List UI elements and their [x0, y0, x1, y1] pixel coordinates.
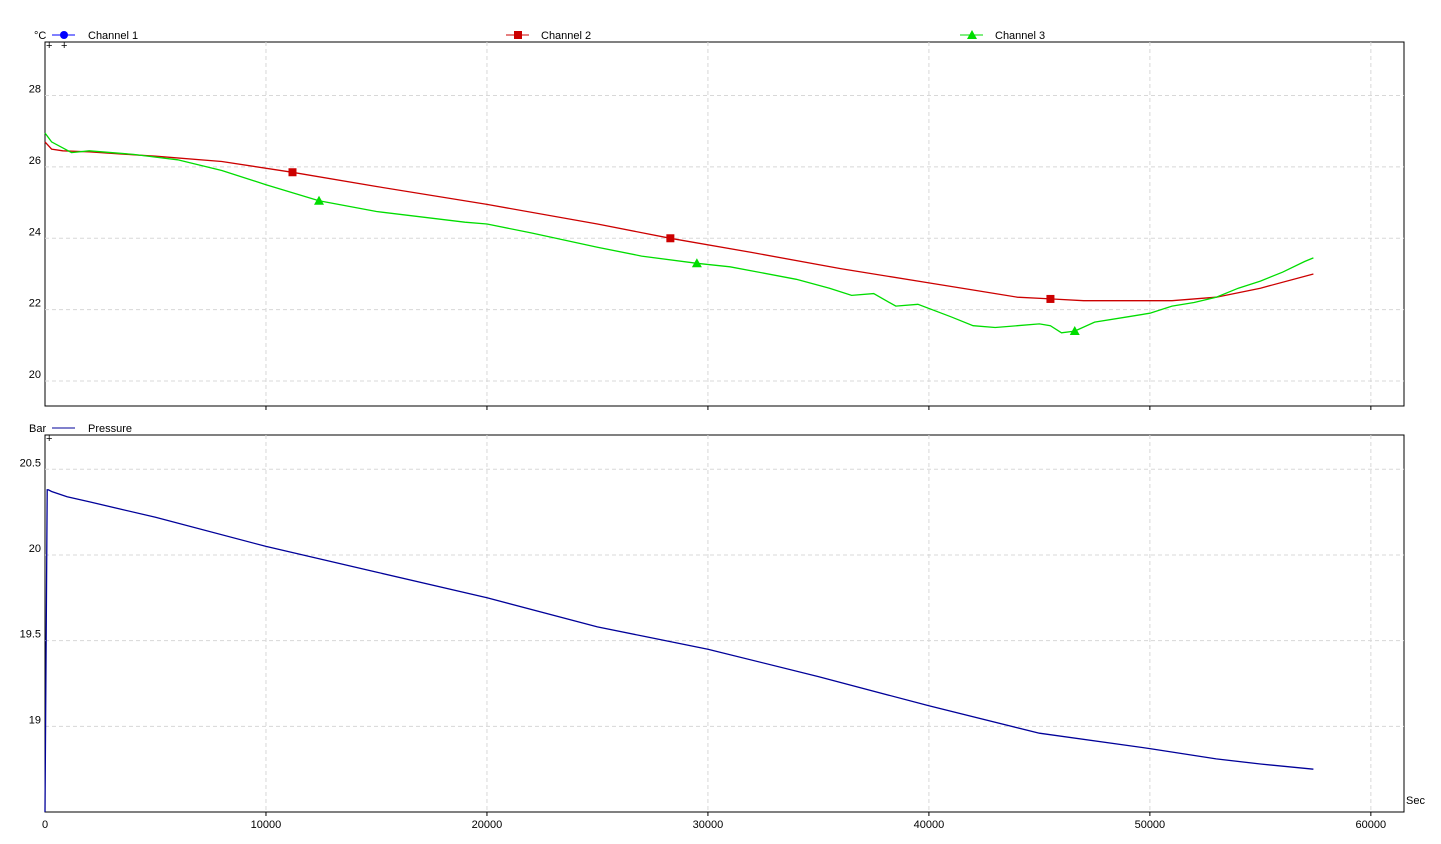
data-marker-channel-3 [691, 258, 702, 268]
x-tick-label: 10000 [251, 819, 282, 831]
x-tick-label: 30000 [693, 819, 724, 831]
data-marker-channel-3 [1069, 326, 1080, 336]
x-tick-label: 40000 [914, 819, 945, 831]
x-tick-label: 50000 [1135, 819, 1166, 831]
chart-panel-2: 19 19.5 20 20.5 Bar+ Pressure 0 10000 20000 30000… [20, 423, 1426, 831]
legend-marker [967, 30, 977, 39]
plot-area [44, 434, 1405, 813]
legend-label: Channel 1 [88, 30, 138, 42]
x-tick-label: 60000 [1356, 819, 1387, 831]
data-marker-channel-2 [666, 234, 675, 243]
y-tick-label: 20 [29, 543, 41, 555]
plot-area [44, 41, 1405, 407]
legend-marker [60, 31, 68, 39]
axis-cross-mark: + [46, 433, 52, 445]
data-marker-channel-3 [314, 195, 325, 205]
y-tick-label: 19 [29, 714, 41, 726]
data-marker-channel-2 [288, 168, 297, 177]
legend-label: Channel 2 [541, 30, 591, 42]
y-axis-label: °C [34, 30, 46, 42]
x-axis-label: Sec [1406, 795, 1425, 807]
y-tick-label: 19.5 [20, 629, 41, 641]
series-line-pressure [44, 489, 1314, 813]
y-tick-label: 26 [29, 155, 41, 167]
y-tick-label: 24 [29, 226, 41, 238]
series-line-channel-3 [44, 132, 1314, 334]
x-tick-label: 20000 [472, 819, 503, 831]
legend-label: Channel 3 [995, 30, 1045, 42]
legend-label: Pressure [88, 423, 132, 435]
x-tick-label: 0 [42, 819, 48, 831]
legend-marker [514, 31, 522, 39]
y-axis-label: Bar [29, 423, 46, 435]
data-marker-channel-2 [1046, 294, 1055, 303]
axis-cross-mark: + [46, 40, 52, 52]
axis-cross-mark: + [61, 40, 67, 52]
y-tick-label: 20.5 [20, 457, 41, 469]
y-tick-label: 22 [29, 298, 41, 310]
y-tick-label: 28 [29, 84, 41, 96]
y-tick-label: 20 [29, 369, 41, 381]
